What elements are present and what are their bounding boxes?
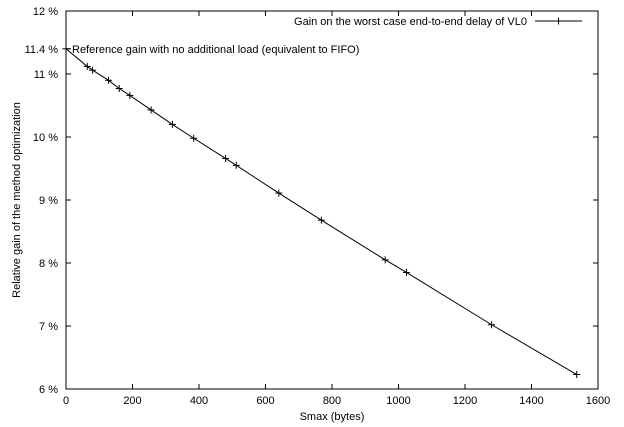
plot-frame bbox=[65, 10, 599, 390]
x-tick-label: 1000 bbox=[386, 395, 410, 407]
reference-annotation: Reference gain with no additional load (… bbox=[72, 44, 359, 56]
data-point bbox=[190, 134, 198, 142]
y-tick-label-extra: 11.4 % bbox=[25, 44, 59, 56]
data-point bbox=[402, 268, 410, 276]
data-point bbox=[147, 106, 155, 114]
y-tick-label: 10 % bbox=[33, 132, 58, 144]
y-tick-label: 12 % bbox=[33, 6, 58, 18]
data-point bbox=[105, 76, 113, 84]
data-point bbox=[275, 189, 283, 197]
x-tick-label: 1200 bbox=[453, 395, 477, 407]
x-axis-ticks: 0 200 400 600 800 1000 1200 1400 1600 bbox=[63, 11, 610, 407]
y-tick-label: 11 % bbox=[34, 69, 58, 81]
data-point bbox=[126, 91, 134, 99]
x-tick-label: 800 bbox=[323, 395, 341, 407]
x-tick-label: 200 bbox=[123, 395, 141, 407]
data-point bbox=[381, 256, 389, 264]
legend: Gain on the worst case end-to-end delay … bbox=[294, 16, 582, 28]
legend-label: Gain on the worst case end-to-end delay … bbox=[294, 16, 527, 28]
y-tick-label: 8 % bbox=[39, 258, 58, 270]
data-point bbox=[488, 321, 496, 329]
data-point bbox=[222, 154, 230, 162]
data-point bbox=[573, 371, 581, 379]
data-point bbox=[62, 45, 70, 53]
x-tick-label: 1400 bbox=[519, 395, 543, 407]
x-tick-label: 600 bbox=[256, 395, 274, 407]
x-tick-label: 0 bbox=[63, 395, 69, 407]
series-line bbox=[65, 48, 577, 375]
data-point bbox=[232, 161, 240, 169]
series-layer bbox=[62, 45, 581, 379]
data-point bbox=[168, 120, 176, 128]
data-point bbox=[115, 84, 123, 92]
y-tick-label: 7 % bbox=[39, 321, 58, 333]
y-axis-ticks: 6 % 7 % 8 % 9 % 10 % 11 % 12 % 11.4 % bbox=[25, 6, 598, 396]
data-point bbox=[89, 66, 97, 74]
y-tick-label: 9 % bbox=[39, 195, 58, 207]
x-tick-label: 1600 bbox=[586, 395, 610, 407]
y-axis-label: Relative gain of the method optimization bbox=[11, 102, 23, 298]
data-point bbox=[317, 216, 325, 224]
x-tick-label: 400 bbox=[190, 395, 208, 407]
data-point bbox=[83, 62, 91, 70]
x-axis-label: Smax (bytes) bbox=[300, 411, 365, 423]
y-tick-label: 6 % bbox=[39, 384, 58, 396]
